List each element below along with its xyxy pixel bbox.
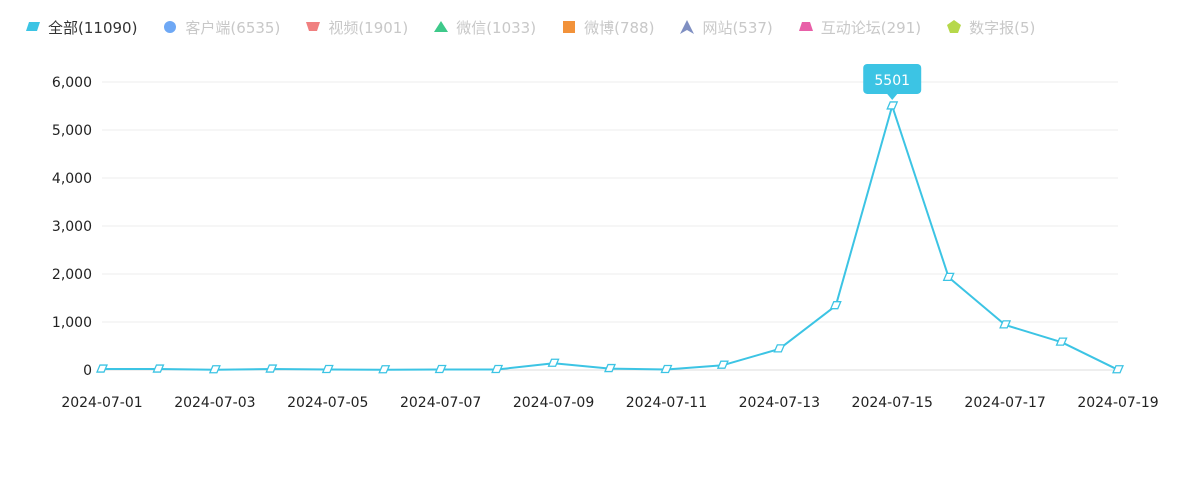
x-tick-label: 2024-07-13 bbox=[739, 395, 820, 411]
chart-legend: 全部(11090) 客户端(6535) 视频(1901) 微信(1033) 微博(788… bbox=[26, 14, 1061, 40]
legend-item[interactable]: 视频(1901) bbox=[306, 17, 408, 38]
legend-label: 客户端(6535) bbox=[185, 18, 281, 37]
trapezoid-down-icon bbox=[306, 22, 321, 31]
legend-label: 微信(1033) bbox=[456, 18, 537, 37]
data-point[interactable] bbox=[96, 364, 108, 373]
data-point[interactable] bbox=[604, 363, 616, 373]
x-tick-label: 2024-07-09 bbox=[513, 395, 594, 411]
data-point[interactable] bbox=[829, 301, 842, 310]
square-icon bbox=[563, 21, 576, 33]
tooltip-pointer bbox=[887, 93, 898, 100]
y-tick-label: 1,000 bbox=[52, 315, 92, 331]
legend-item[interactable]: 微信(1033) bbox=[434, 17, 536, 38]
legend-item[interactable]: 互动论坛(291) bbox=[798, 17, 922, 38]
data-point[interactable] bbox=[773, 344, 786, 353]
parallelogram-icon bbox=[26, 22, 40, 31]
legend-item[interactable]: 全部(11090) bbox=[26, 17, 137, 38]
x-tick-label: 2024-07-19 bbox=[1077, 395, 1158, 411]
data-point[interactable] bbox=[265, 364, 278, 373]
series-line bbox=[102, 105, 1119, 371]
x-tick-label: 2024-07-03 bbox=[174, 395, 255, 411]
tooltip-box bbox=[863, 63, 922, 94]
x-tick-label: 2024-07-15 bbox=[852, 395, 933, 411]
legend-label: 视频(1901) bbox=[328, 18, 409, 37]
data-point[interactable] bbox=[886, 101, 899, 110]
legend-label: 互动论坛(291) bbox=[820, 18, 922, 37]
data-point[interactable] bbox=[999, 320, 1012, 329]
circle-icon bbox=[164, 21, 177, 33]
legend-label: 数字报(5) bbox=[969, 18, 1036, 37]
x-tick-label: 2024-07-01 bbox=[61, 395, 142, 411]
x-tick-label: 2024-07-05 bbox=[287, 395, 368, 411]
trapezoid-up-icon bbox=[798, 22, 813, 31]
data-point[interactable] bbox=[716, 360, 729, 369]
y-tick-label: 2,000 bbox=[52, 267, 92, 283]
y-tick-label: 6,000 bbox=[52, 75, 92, 91]
x-tick-label: 2024-07-07 bbox=[400, 395, 481, 411]
data-point[interactable] bbox=[1112, 365, 1124, 374]
y-tick-label: 0 bbox=[83, 363, 92, 379]
y-tick-label: 3,000 bbox=[52, 219, 92, 235]
data-point[interactable] bbox=[321, 364, 334, 374]
data-point[interactable] bbox=[491, 364, 504, 374]
x-tick-label: 2024-07-17 bbox=[964, 395, 1045, 411]
data-point[interactable] bbox=[208, 365, 221, 374]
data-point[interactable] bbox=[1055, 337, 1068, 346]
y-tick-label: 5,000 bbox=[52, 123, 92, 139]
legend-label: 微博(788) bbox=[584, 18, 655, 37]
triangle-icon bbox=[434, 21, 449, 32]
data-point[interactable] bbox=[547, 358, 560, 367]
legend-item[interactable]: 微博(788) bbox=[562, 17, 654, 38]
data-point[interactable] bbox=[434, 364, 447, 374]
legend-item[interactable]: 数字报(5) bbox=[947, 17, 1035, 38]
legend-label: 全部(11090) bbox=[48, 18, 138, 37]
y-tick-label: 4,000 bbox=[52, 171, 92, 187]
legend-item[interactable]: 客户端(6535) bbox=[163, 17, 280, 38]
data-point[interactable] bbox=[660, 364, 673, 374]
arrow-icon bbox=[680, 20, 695, 34]
legend-label: 网站(537) bbox=[702, 18, 773, 37]
data-point[interactable] bbox=[942, 272, 955, 282]
tooltip-label: 5501 bbox=[874, 73, 910, 89]
data-point[interactable] bbox=[378, 365, 391, 374]
legend-item[interactable]: 网站(537) bbox=[680, 17, 773, 38]
x-tick-label: 2024-07-11 bbox=[626, 395, 707, 411]
data-point[interactable] bbox=[152, 364, 165, 373]
pentagon-icon bbox=[947, 20, 962, 33]
